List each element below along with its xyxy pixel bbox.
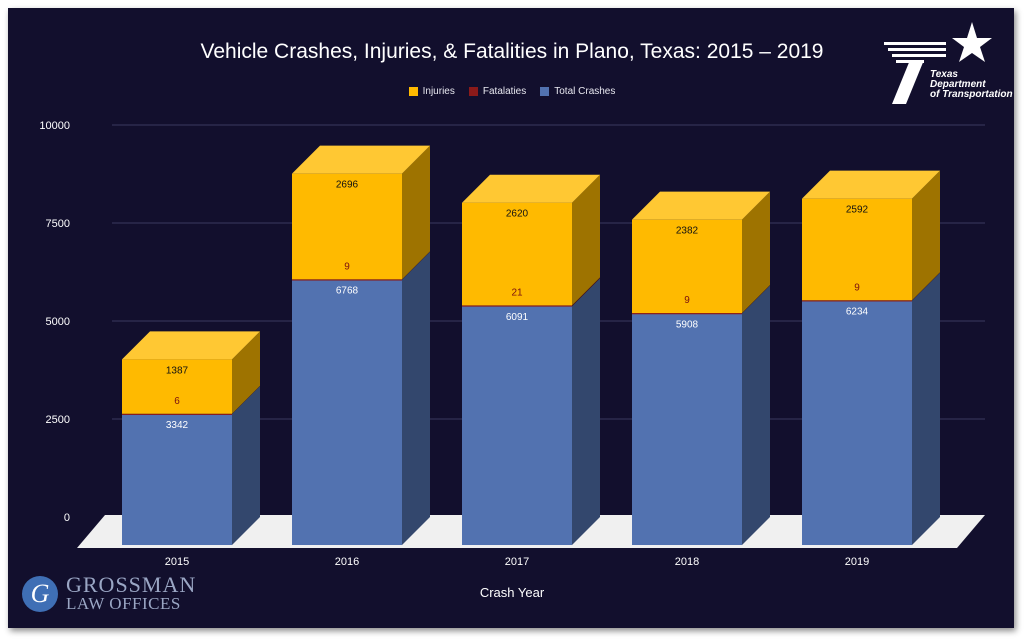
- legend-label-injuries: Injuries: [422, 86, 455, 97]
- legend-item-fatalities[interactable]: Fatalaties: [468, 86, 527, 97]
- legend-swatch-fatalities: [468, 87, 478, 96]
- bar-side-total-crashes: [232, 385, 260, 545]
- bar-total-crashes: [122, 413, 232, 545]
- data-label-fatalities: 9: [684, 295, 690, 306]
- legend-label-fatalities: Fatalaties: [482, 86, 527, 97]
- bar-fatalaties: [122, 413, 232, 415]
- txdot-line-3: of Transportation: [930, 89, 1013, 100]
- y-tick-label: 2500: [46, 414, 70, 426]
- bar-side-total-crashes: [912, 272, 940, 545]
- bar-injuries: [462, 202, 572, 306]
- bar-top: [462, 174, 600, 203]
- bar-total-crashes: [292, 279, 402, 545]
- legend-item-injuries[interactable]: Injuries: [408, 86, 455, 97]
- bar-side-fatalaties: [572, 277, 600, 307]
- bar-top: [122, 331, 260, 360]
- grossman-logo-text: GROSSMAN LAW OFFICES: [66, 572, 197, 614]
- data-label-total-crashes: 3342: [166, 420, 189, 431]
- data-label-total-crashes: 5908: [676, 319, 699, 330]
- x-tick-label: 2019: [845, 556, 869, 568]
- bar-side-total-crashes: [402, 251, 430, 545]
- bar-top: [632, 191, 770, 220]
- txdot-line-1: Texas: [930, 69, 958, 80]
- bar-side-injuries: [912, 170, 940, 301]
- bar-injuries: [802, 198, 912, 301]
- bar-injuries: [632, 219, 742, 314]
- bar-injuries: [122, 359, 232, 414]
- data-label-injuries: 2382: [676, 226, 699, 237]
- bar-side-injuries: [232, 331, 260, 414]
- y-tick-label: 0: [64, 512, 70, 524]
- bar-side-injuries: [402, 145, 430, 280]
- bar-fatalaties: [292, 279, 402, 281]
- bar-fatalaties: [802, 300, 912, 302]
- bar-top: [292, 145, 430, 174]
- legend-label-total-crashes: Total Crashes: [554, 86, 616, 97]
- bar-side-fatalaties: [742, 285, 770, 314]
- data-label-total-crashes: 6091: [506, 312, 529, 323]
- bar-fatalaties: [632, 313, 742, 315]
- bar-side-fatalaties: [402, 251, 430, 280]
- bar-side-fatalaties: [232, 385, 260, 414]
- bar-injuries: [292, 173, 402, 280]
- data-label-injuries: 1387: [166, 365, 189, 376]
- legend-swatch-injuries: [408, 87, 418, 96]
- x-tick-label: 2015: [165, 556, 189, 568]
- data-label-injuries: 2696: [336, 180, 359, 191]
- grossman-line-2: LAW OFFICES: [66, 594, 181, 613]
- x-tick-label: 2018: [675, 556, 699, 568]
- grossman-logo: G GROSSMAN LAW OFFICES: [22, 572, 197, 614]
- grossman-monogram-icon: G: [22, 576, 58, 612]
- legend-item-total-crashes[interactable]: Total Crashes: [540, 86, 615, 97]
- y-tick-label: 10000: [39, 120, 70, 132]
- bar-side-injuries: [572, 174, 600, 306]
- x-axis-label: Crash Year: [479, 585, 545, 600]
- data-label-injuries: 2620: [506, 209, 529, 220]
- bar-total-crashes: [802, 300, 912, 545]
- bar-side-total-crashes: [742, 285, 770, 545]
- chart-title: Vehicle Crashes, Injuries, & Fatalities …: [200, 40, 824, 63]
- grossman-line-1: GROSSMAN: [66, 572, 197, 597]
- data-label-total-crashes: 6234: [846, 307, 869, 318]
- bar-total-crashes: [462, 306, 572, 545]
- bar-side-fatalaties: [912, 272, 940, 301]
- chart-legend: Injuries Fatalaties Total Crashes: [0, 86, 1024, 97]
- txdot-line-2: Department: [930, 79, 986, 90]
- bar-fatalaties: [462, 305, 572, 307]
- y-tick-label: 7500: [46, 218, 70, 230]
- x-tick-label: 2016: [335, 556, 359, 568]
- data-label-total-crashes: 6768: [336, 286, 359, 297]
- txdot-logo-icon: [884, 22, 992, 104]
- bar-side-total-crashes: [572, 278, 600, 545]
- data-label-fatalities: 6: [174, 396, 180, 407]
- data-label-fatalities: 9: [854, 282, 860, 293]
- legend-swatch-total-crashes: [540, 87, 550, 96]
- x-tick-label: 2017: [505, 556, 529, 568]
- data-label-injuries: 2592: [846, 205, 869, 216]
- bar-top: [802, 170, 940, 199]
- data-label-fatalities: 21: [511, 287, 523, 298]
- data-label-fatalities: 9: [344, 261, 350, 272]
- bar-total-crashes: [632, 313, 742, 545]
- y-tick-label: 5000: [46, 316, 70, 328]
- bar-side-injuries: [742, 191, 770, 314]
- txdot-logo-text: Texas Department of Transportation: [930, 70, 1013, 100]
